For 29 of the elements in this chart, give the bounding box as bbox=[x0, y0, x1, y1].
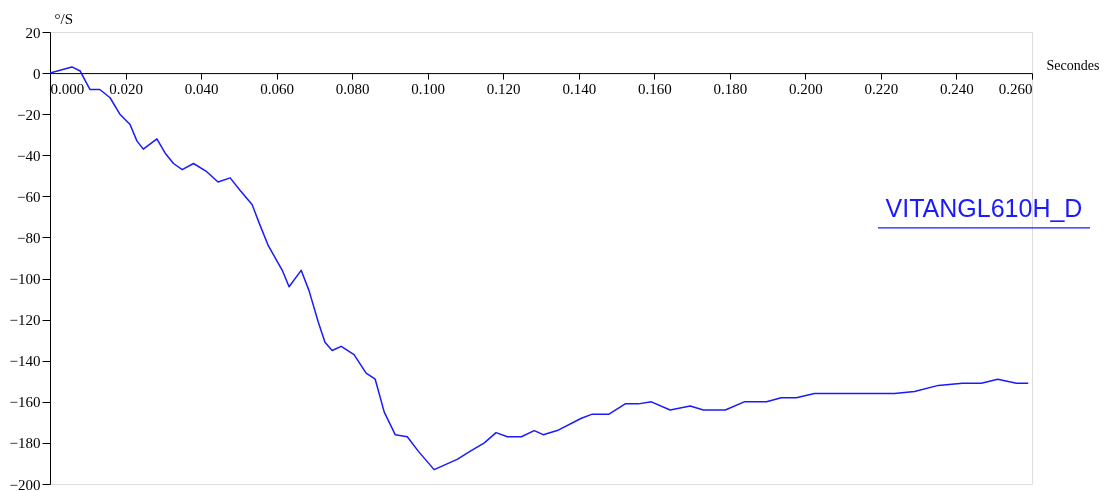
y-tick-label: −140 bbox=[9, 353, 41, 370]
x-tick-label: 0.180 bbox=[713, 80, 748, 97]
x-tick-label: 0.220 bbox=[864, 80, 899, 97]
y-tick-label: −20 bbox=[17, 106, 41, 123]
y-tick-label: −160 bbox=[9, 394, 41, 411]
text: VITANGL610H_D bbox=[885, 193, 1083, 222]
x-tick-label: 0.000 bbox=[50, 80, 85, 97]
x-tick-label: 0.240 bbox=[940, 80, 974, 97]
y-tick-label: −60 bbox=[17, 188, 41, 205]
x-tick-label: 0.160 bbox=[637, 80, 672, 97]
y-tick-label: −180 bbox=[9, 435, 41, 452]
y-tick-label: −40 bbox=[17, 147, 41, 164]
x-tick-label: 0.060 bbox=[260, 80, 294, 97]
x-tick-label: 0.140 bbox=[562, 80, 597, 97]
x-tick-label: 0.080 bbox=[335, 80, 370, 97]
y-tick-label: −200 bbox=[9, 476, 41, 491]
y-tick-label: −80 bbox=[17, 229, 41, 246]
x-tick-label: 0.120 bbox=[486, 80, 521, 97]
x-tick-label: 0.260 bbox=[998, 80, 1033, 97]
x-tick-label: 0.040 bbox=[184, 80, 219, 97]
x-tick-label: 0.100 bbox=[411, 80, 446, 97]
y-tick-label: −120 bbox=[9, 312, 41, 329]
y-axis-title: °/S bbox=[54, 10, 74, 27]
y-tick-label: 20 bbox=[25, 24, 41, 41]
y-tick-label: −100 bbox=[9, 271, 41, 288]
x-tick-label: 0.020 bbox=[109, 80, 143, 97]
x-tick-label: 0.200 bbox=[789, 80, 823, 97]
x-axis-title: Secondes bbox=[1046, 57, 1100, 73]
y-tick-label: 0 bbox=[33, 65, 41, 82]
